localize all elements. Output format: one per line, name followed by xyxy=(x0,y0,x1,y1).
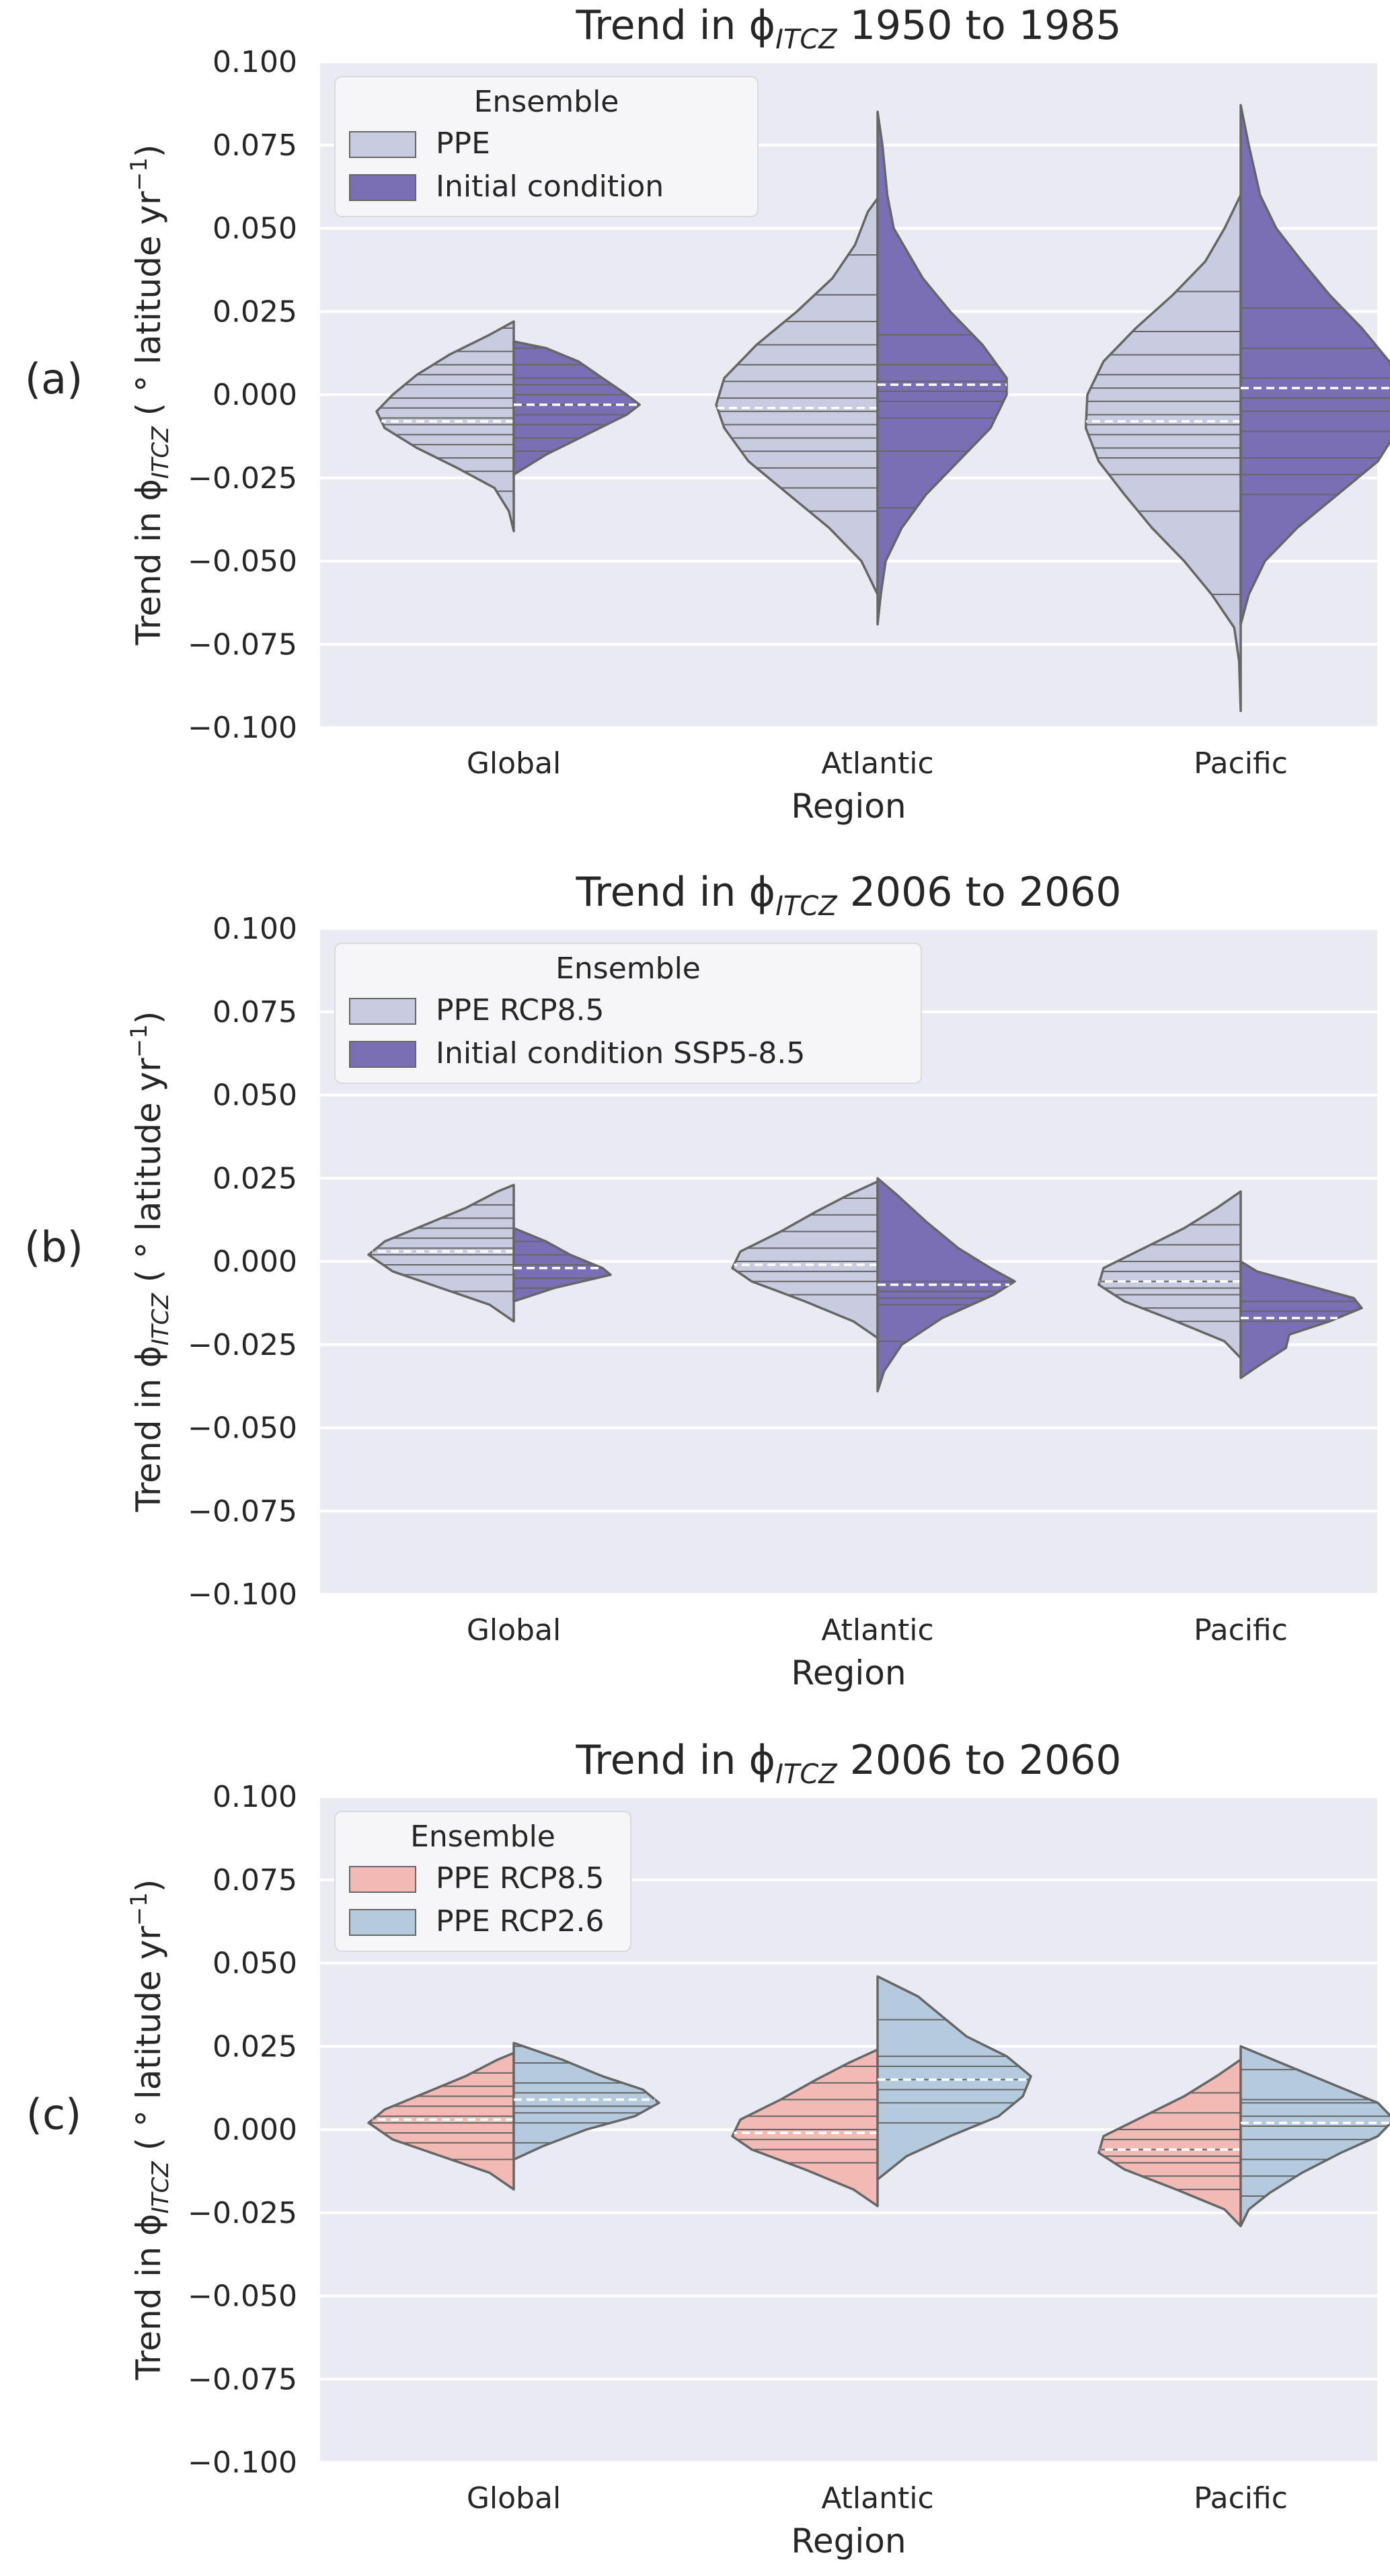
y-tick-label: 0.025 xyxy=(213,2029,297,2064)
legend-swatch xyxy=(349,1866,416,1893)
chart-title: Trend in ϕITCZ 1950 to 1985 xyxy=(575,2,1121,55)
y-axis-label: Trend in ϕITCZ ( ° latitude yr−1) xyxy=(126,145,174,646)
chart-title: Trend in ϕITCZ 2006 to 2060 xyxy=(575,869,1121,922)
y-tick-label: 0.100 xyxy=(213,45,297,79)
legend-label: PPE RCP8.5 xyxy=(436,1861,604,1896)
y-tick-label: −0.100 xyxy=(188,1577,297,1612)
legend-swatch xyxy=(349,1909,416,1936)
y-tick-label: 0.075 xyxy=(213,128,297,163)
x-tick-label: Global xyxy=(467,746,561,781)
legend-swatch xyxy=(349,131,416,158)
y-tick-label: 0.100 xyxy=(213,1780,297,1814)
panel-2: 0.100 0.075 0.050 0.025 0.000 −0.025 −0.050 −0.… xyxy=(24,869,1377,1692)
x-tick-label: Pacific xyxy=(1194,1613,1288,1647)
x-tick-label: Global xyxy=(467,2481,561,2515)
violin-pacific-right xyxy=(1239,2045,1390,2228)
y-tick-label: −0.025 xyxy=(188,1328,297,1362)
x-tick-label: Atlantic xyxy=(821,746,933,781)
legend-label: PPE xyxy=(436,126,490,161)
y-tick-label: −0.075 xyxy=(188,1494,297,1528)
x-axis-label: Region xyxy=(791,1653,906,1692)
y-tick-label: 0.075 xyxy=(213,1863,297,1898)
violin-global-left xyxy=(375,320,515,533)
x-tick-label: Atlantic xyxy=(821,2481,933,2515)
legend-swatch xyxy=(349,1041,416,1068)
legend xyxy=(334,943,922,1084)
x-tick-label: Pacific xyxy=(1194,2481,1288,2515)
y-tick-label: −0.075 xyxy=(188,2362,297,2396)
y-tick-label: 0.000 xyxy=(213,378,297,412)
violin-atlantic-left xyxy=(731,2048,879,2208)
y-tick-label: 0.025 xyxy=(213,1161,297,1196)
panel-label: (b) xyxy=(24,1222,83,1272)
y-tick-label: 0.050 xyxy=(213,212,297,246)
panel-label: (a) xyxy=(25,354,83,403)
legend xyxy=(334,76,759,217)
y-axis-label: Trend in ϕITCZ ( ° latitude yr−1) xyxy=(126,1011,174,1513)
y-tick-label: −0.100 xyxy=(188,711,297,745)
chart-title: Trend in ϕITCZ 2006 to 2060 xyxy=(575,1737,1121,1790)
violin-atlantic-right xyxy=(876,1975,1032,2181)
y-tick-label: −0.100 xyxy=(188,2446,297,2480)
y-tick-label: 0.100 xyxy=(213,912,297,946)
violin-global-right xyxy=(512,2041,660,2161)
x-tick-label: Atlantic xyxy=(821,1613,933,1647)
y-tick-label: −0.050 xyxy=(188,1411,297,1446)
x-tick-label: Global xyxy=(467,1613,561,1647)
legend-title: Ensemble xyxy=(474,85,619,119)
legend-swatch xyxy=(349,174,416,201)
y-tick-label: 0.050 xyxy=(213,1947,297,1981)
y-tick-label: −0.050 xyxy=(188,2279,297,2314)
y-tick-label: −0.050 xyxy=(188,545,297,579)
violin-pacific-left xyxy=(1097,1190,1242,1360)
x-axis-label: Region xyxy=(791,787,906,826)
x-axis-label: Region xyxy=(791,2522,906,2561)
violin-atlantic-right xyxy=(876,110,1008,626)
violin-pacific-left xyxy=(1084,194,1242,713)
y-tick-label: 0.050 xyxy=(213,1079,297,1113)
panel-1: 0.100 0.075 0.050 0.025 0.000 −0.025 −0.050 −0.… xyxy=(25,2,1390,826)
legend-title: Ensemble xyxy=(555,951,701,986)
y-tick-label: 0.075 xyxy=(213,995,297,1029)
legend-swatch xyxy=(349,998,416,1025)
y-tick-label: 0.025 xyxy=(213,295,297,329)
legend-title: Ensemble xyxy=(410,1820,555,1854)
y-tick-label: −0.075 xyxy=(188,627,297,662)
legend-label: PPE RCP8.5 xyxy=(436,993,604,1027)
legend-label: Initial condition xyxy=(436,169,664,204)
legend-label: PPE RCP2.6 xyxy=(436,1904,604,1939)
y-tick-label: −0.025 xyxy=(188,461,297,496)
x-tick-label: Pacific xyxy=(1194,746,1288,781)
y-axis-label: Trend in ϕITCZ ( ° latitude yr−1) xyxy=(126,1879,174,2381)
y-tick-label: −0.025 xyxy=(188,2196,297,2230)
panel-label: (c) xyxy=(26,2090,81,2139)
y-tick-label: 0.000 xyxy=(213,2113,297,2147)
panel-3: 0.100 0.075 0.050 0.025 0.000 −0.025 −0.050 −0.… xyxy=(26,1737,1390,2561)
y-tick-label: 0.000 xyxy=(213,1245,297,1279)
violin-pacific-right xyxy=(1239,1260,1363,1380)
legend-label: Initial condition SSP5-8.5 xyxy=(436,1036,805,1070)
violin-atlantic-left xyxy=(731,1180,879,1339)
violin-global-left xyxy=(367,1183,515,1323)
